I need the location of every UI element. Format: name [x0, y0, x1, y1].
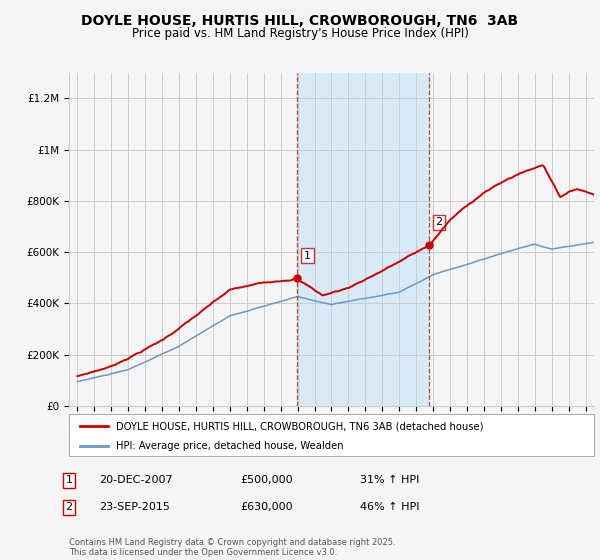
Text: £500,000: £500,000	[240, 475, 293, 486]
Text: 1: 1	[65, 475, 73, 486]
Text: 2: 2	[436, 217, 442, 227]
Text: DOYLE HOUSE, HURTIS HILL, CROWBOROUGH, TN6  3AB: DOYLE HOUSE, HURTIS HILL, CROWBOROUGH, T…	[82, 14, 518, 28]
Bar	[297, 73, 428, 406]
Text: 2: 2	[65, 502, 73, 512]
Text: Price paid vs. HM Land Registry's House Price Index (HPI): Price paid vs. HM Land Registry's House …	[131, 27, 469, 40]
Text: 20-DEC-2007: 20-DEC-2007	[99, 475, 173, 486]
Text: 23-SEP-2015: 23-SEP-2015	[99, 502, 170, 512]
Text: 1: 1	[304, 251, 311, 260]
Text: 46% ↑ HPI: 46% ↑ HPI	[360, 502, 419, 512]
Text: DOYLE HOUSE, HURTIS HILL, CROWBOROUGH, TN6 3AB (detached house): DOYLE HOUSE, HURTIS HILL, CROWBOROUGH, T…	[116, 421, 484, 431]
Text: HPI: Average price, detached house, Wealden: HPI: Average price, detached house, Weal…	[116, 441, 344, 451]
Text: Contains HM Land Registry data © Crown copyright and database right 2025.
This d: Contains HM Land Registry data © Crown c…	[69, 538, 395, 557]
Text: 31% ↑ HPI: 31% ↑ HPI	[360, 475, 419, 486]
Text: £630,000: £630,000	[240, 502, 293, 512]
